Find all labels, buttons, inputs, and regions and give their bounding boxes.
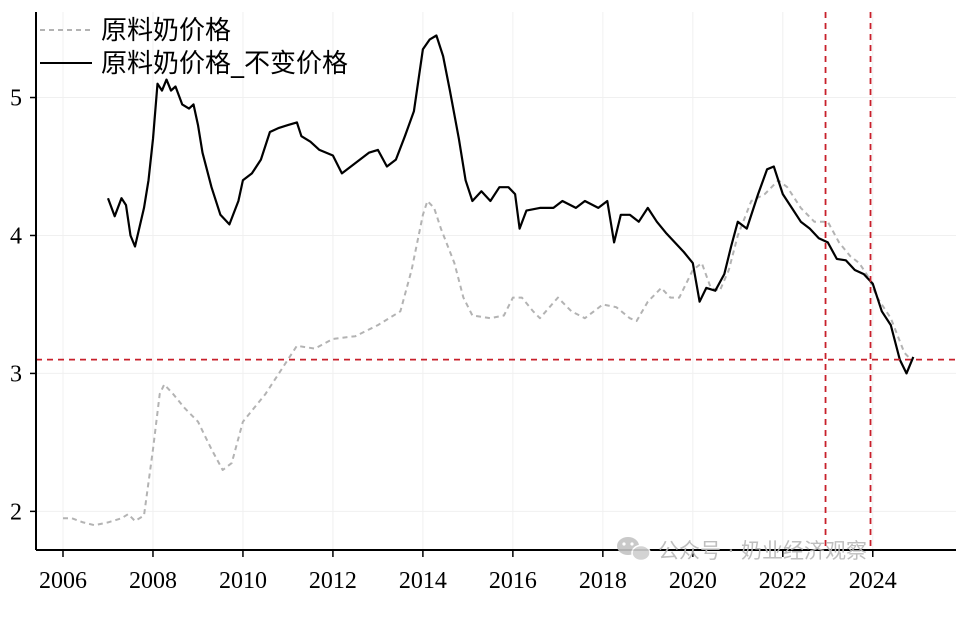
reference-lines <box>36 12 956 550</box>
x-tick-label: 2012 <box>309 568 357 594</box>
watermark-text: 公众号 · 奶业经济观察 <box>658 539 867 563</box>
y-tick-label: 4 <box>10 223 22 249</box>
legend: 原料奶价格 原料奶价格_不变价格 <box>40 16 348 79</box>
x-tick-label: 2024 <box>849 568 897 594</box>
axes <box>35 12 956 551</box>
x-tick-label: 2022 <box>759 568 807 594</box>
legend-label-constant-price: 原料奶价格_不变价格 <box>101 49 348 79</box>
watermark: 公众号 · 奶业经济观察 <box>617 537 867 563</box>
x-tick-label: 2006 <box>39 568 87 594</box>
y-tick-label: 5 <box>10 86 22 112</box>
y-tick-label: 2 <box>10 499 22 525</box>
legend-label-raw-milk-price: 原料奶价格 <box>101 16 231 46</box>
tick-labels: 2006 2008 2010 2012 2014 2016 2018 2020 2022 2024… <box>10 86 897 594</box>
series-line-raw-milk-price <box>63 179 912 527</box>
x-tick-label: 2008 <box>129 568 177 594</box>
y-tick-label: 3 <box>10 361 22 387</box>
x-tick-label: 2014 <box>399 568 447 594</box>
series-lines <box>63 34 915 527</box>
gridlines <box>36 12 956 550</box>
x-tick-label: 2020 <box>669 568 717 594</box>
series-line-constant-price <box>106 34 915 375</box>
wechat-icon <box>617 537 651 562</box>
x-tick-label: 2016 <box>489 568 537 594</box>
x-tick-label: 2018 <box>579 568 627 594</box>
x-tick-label: 2010 <box>219 568 267 594</box>
